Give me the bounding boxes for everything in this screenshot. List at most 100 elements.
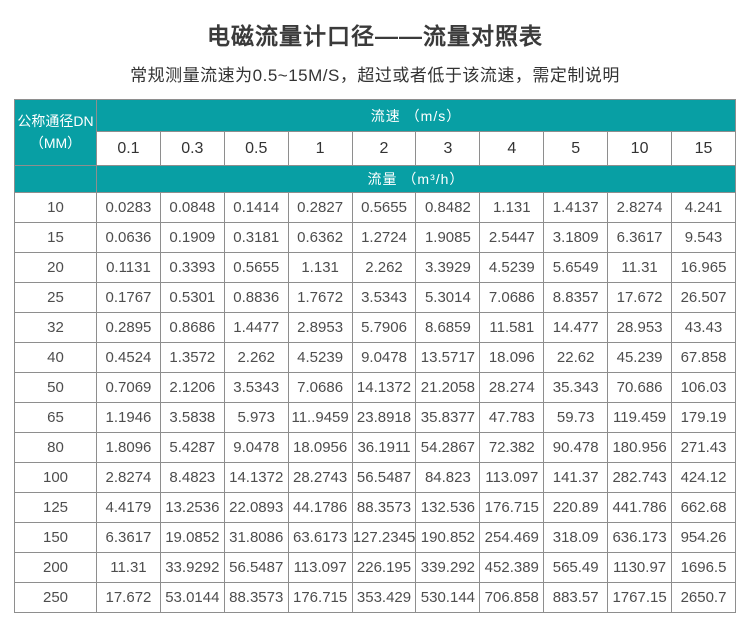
- flow-value-cell: 190.852: [415, 522, 481, 553]
- dn-cell: 80: [14, 432, 97, 463]
- flow-value-cell: 7.0686: [287, 372, 353, 403]
- table-row: 200 11.31 33.9292 56.5487 113.097 226.195 339.…: [14, 552, 736, 583]
- flow-value-cell: 2.1206: [159, 372, 225, 403]
- flow-value-cell: 179.19: [671, 402, 736, 433]
- flow-value-cell: 3.3929: [415, 252, 481, 283]
- flow-value-cell: 0.3181: [223, 222, 289, 253]
- flow-value-cell: 180.956: [607, 432, 673, 463]
- flow-value-cell: 271.43: [671, 432, 736, 463]
- dn-cell: 200: [14, 552, 97, 583]
- flow-value-cell: 9.0478: [223, 432, 289, 463]
- flow-value-cell: 53.0144: [159, 582, 225, 613]
- speed-value-cell: 15: [671, 131, 736, 166]
- flow-value-cell: 43.43: [671, 312, 736, 343]
- flow-value-cell: 28.953: [607, 312, 673, 343]
- flow-value-cell: 19.0852: [159, 522, 225, 553]
- flow-value-cell: 4.241: [671, 192, 736, 223]
- flow-value-cell: 7.0686: [479, 282, 545, 313]
- flow-value-cell: 22.0893: [223, 492, 289, 523]
- flow-value-cell: 0.6362: [287, 222, 353, 253]
- flow-value-cell: 1.8096: [96, 432, 161, 463]
- flow-value-cell: 13.5717: [415, 342, 481, 373]
- flow-value-cell: 106.03: [671, 372, 736, 403]
- flow-value-cell: 35.8377: [415, 402, 481, 433]
- speed-value-cell: 3: [415, 131, 481, 166]
- flow-value-cell: 254.469: [479, 522, 545, 553]
- flow-value-cell: 3.5343: [223, 372, 289, 403]
- speed-value-cell: 2: [351, 131, 417, 166]
- flow-value-cell: 0.8836: [223, 282, 289, 313]
- flow-value-cell: 45.239: [607, 342, 673, 373]
- flow-value-cell: 2.262: [223, 342, 289, 373]
- flow-value-cell: 2.8274: [96, 462, 161, 493]
- flow-value-cell: 220.89: [543, 492, 609, 523]
- flow-value-cell: 72.382: [479, 432, 545, 463]
- flow-value-cell: 0.4524: [96, 342, 161, 373]
- table-row: 32 0.2895 0.8686 1.4477 2.8953 5.7906 8.6859 11…: [14, 312, 736, 343]
- flow-value-cell: 11.581: [479, 312, 545, 343]
- flow-value-cell: 11.31: [96, 552, 161, 583]
- flow-value-cell: 17.672: [96, 582, 161, 613]
- flow-value-cell: 1.2724: [351, 222, 417, 253]
- flow-value-cell: 1.131: [479, 192, 545, 223]
- flow-value-cell: 127.2345: [351, 522, 417, 553]
- corner-header-line1: 公称通径DN: [17, 112, 94, 129]
- flow-value-cell: 1.4477: [223, 312, 289, 343]
- speed-value-cell: 0.3: [159, 131, 225, 166]
- flow-value-cell: 6.3617: [96, 522, 161, 553]
- dn-cell: 25: [14, 282, 97, 313]
- flow-value-cell: 56.5487: [223, 552, 289, 583]
- dn-cell: 50: [14, 372, 97, 403]
- table-row: 50 0.7069 2.1206 3.5343 7.0686 14.1372 21.2058…: [14, 372, 736, 403]
- header-row-speed-band: 公称通径DN （MM） 流速 （m/s）: [14, 99, 736, 166]
- flow-value-cell: 662.68: [671, 492, 736, 523]
- table-row: 25 0.1767 0.5301 0.8836 1.7672 3.5343 5.3014 7.…: [14, 282, 736, 313]
- flow-value-cell: 56.5487: [351, 462, 417, 493]
- flow-value-cell: 176.715: [287, 582, 353, 613]
- flow-value-cell: 54.2867: [415, 432, 481, 463]
- flow-value-cell: 3.5343: [351, 282, 417, 313]
- corner-header-dn: 公称通径DN （MM）: [14, 99, 97, 166]
- flow-value-cell: 5.3014: [415, 282, 481, 313]
- speed-value-cell: 4: [479, 131, 545, 166]
- flow-value-cell: 0.1131: [96, 252, 161, 283]
- flow-value-cell: 5.973: [223, 402, 289, 433]
- dn-cell: 150: [14, 522, 97, 553]
- flow-value-cell: 0.5655: [223, 252, 289, 283]
- flow-value-cell: 18.096: [479, 342, 545, 373]
- flow-value-cell: 84.823: [415, 462, 481, 493]
- flow-value-cell: 63.6173: [287, 522, 353, 553]
- flow-value-cell: 36.1911: [351, 432, 417, 463]
- table-row: 65 1.1946 3.5838 5.973 11..9459 23.8918 35.837…: [14, 402, 736, 433]
- flow-value-cell: 70.686: [607, 372, 673, 403]
- table-row: 40 0.4524 1.3572 2.262 4.5239 9.0478 13.5717 18…: [14, 342, 736, 373]
- flow-value-cell: 0.2827: [287, 192, 353, 223]
- flow-value-cell: 0.1767: [96, 282, 161, 313]
- speed-value-cell: 0.5: [223, 131, 289, 166]
- dn-cell: 40: [14, 342, 97, 373]
- flow-value-cell: 1.7672: [287, 282, 353, 313]
- corner-header-line2: （MM）: [29, 134, 82, 151]
- flow-value-cell: 4.5239: [479, 252, 545, 283]
- flow-value-cell: 1130.97: [607, 552, 673, 583]
- flow-value-cell: 0.1909: [159, 222, 225, 253]
- speed-value-cell: 1: [287, 131, 353, 166]
- page-subtitle: 常规测量流速为0.5~15M/S，超过或者低于该流速，需定制说明: [130, 66, 620, 85]
- flow-value-cell: 4.4179: [96, 492, 161, 523]
- flow-value-cell: 282.743: [607, 462, 673, 493]
- flow-value-cell: 8.6859: [415, 312, 481, 343]
- flow-value-cell: 14.1372: [351, 372, 417, 403]
- flow-value-cell: 5.4287: [159, 432, 225, 463]
- flow-value-cell: 16.965: [671, 252, 736, 283]
- flow-value-cell: 11.31: [607, 252, 673, 283]
- flow-value-cell: 1767.15: [607, 582, 673, 613]
- table-body: 10 0.0283 0.0848 0.1414 0.2827 0.5655 0.8482 1.…: [14, 192, 736, 613]
- flow-value-cell: 14.1372: [223, 462, 289, 493]
- flow-value-cell: 14.477: [543, 312, 609, 343]
- flow-value-cell: 530.144: [415, 582, 481, 613]
- flow-value-cell: 88.3573: [223, 582, 289, 613]
- table-row: 150 6.3617 19.0852 31.8086 63.6173 127.2345 19…: [14, 522, 736, 553]
- flow-value-cell: 26.507: [671, 282, 736, 313]
- flow-value-cell: 141.37: [543, 462, 609, 493]
- flow-value-cell: 339.292: [415, 552, 481, 583]
